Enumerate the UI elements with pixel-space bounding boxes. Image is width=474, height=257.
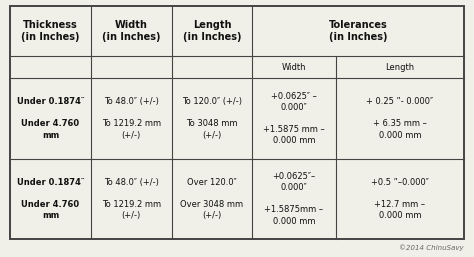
Bar [172, 6, 253, 56]
Bar [91, 6, 172, 56]
Text: Length: Length [385, 63, 414, 72]
Text: Under 0.1874″

Under 4.760
mm: Under 0.1874″ Under 4.760 mm [17, 97, 84, 140]
Bar [10, 159, 91, 239]
Bar [253, 6, 464, 56]
Bar [172, 56, 253, 78]
Text: +0.5 ”–0.000″

+12.7 mm –
0.000 mm: +0.5 ”–0.000″ +12.7 mm – 0.000 mm [371, 178, 428, 220]
Text: To 120.0″ (+/-)

To 3048 mm
(+/-): To 120.0″ (+/-) To 3048 mm (+/-) [182, 97, 242, 140]
Text: + 0.25 ”- 0.000″

+ 6.35 mm –
0.000 mm: + 0.25 ”- 0.000″ + 6.35 mm – 0.000 mm [366, 97, 433, 140]
Bar [253, 56, 336, 78]
Bar [91, 78, 172, 159]
Text: Length
(in Inches): Length (in Inches) [183, 20, 241, 42]
Text: Under 0.1874″

Under 4.760
mm: Under 0.1874″ Under 4.760 mm [17, 178, 84, 220]
Bar [10, 6, 91, 56]
Text: Width: Width [282, 63, 306, 72]
Bar [172, 159, 253, 239]
Bar [253, 78, 336, 159]
Bar [172, 78, 253, 159]
Text: To 48.0″ (+/-)

To 1219.2 mm
(+/-): To 48.0″ (+/-) To 1219.2 mm (+/-) [101, 97, 161, 140]
Text: ©2014 ChinuSavy: ©2014 ChinuSavy [400, 244, 464, 251]
Bar [10, 56, 91, 78]
Bar [91, 159, 172, 239]
Bar [91, 56, 172, 78]
Text: +0.0625″ –
0.000″

+1.5875 mm –
0.000 mm: +0.0625″ – 0.000″ +1.5875 mm – 0.000 mm [263, 92, 325, 145]
Bar [253, 159, 336, 239]
Bar [336, 78, 464, 159]
Bar [336, 159, 464, 239]
Text: +0.0625″–
0.000″

+1.5875mm –
0.000 mm: +0.0625″– 0.000″ +1.5875mm – 0.000 mm [264, 172, 324, 225]
Text: Tolerances
(in Inches): Tolerances (in Inches) [329, 20, 388, 42]
Bar [10, 78, 91, 159]
Text: Over 120.0″

Over 3048 mm
(+/-): Over 120.0″ Over 3048 mm (+/-) [181, 178, 244, 220]
Text: To 48.0″ (+/-)

To 1219.2 mm
(+/-): To 48.0″ (+/-) To 1219.2 mm (+/-) [101, 178, 161, 220]
Text: Width
(in Inches): Width (in Inches) [102, 20, 161, 42]
Bar [336, 56, 464, 78]
Text: Thickness
(in Inches): Thickness (in Inches) [21, 20, 80, 42]
